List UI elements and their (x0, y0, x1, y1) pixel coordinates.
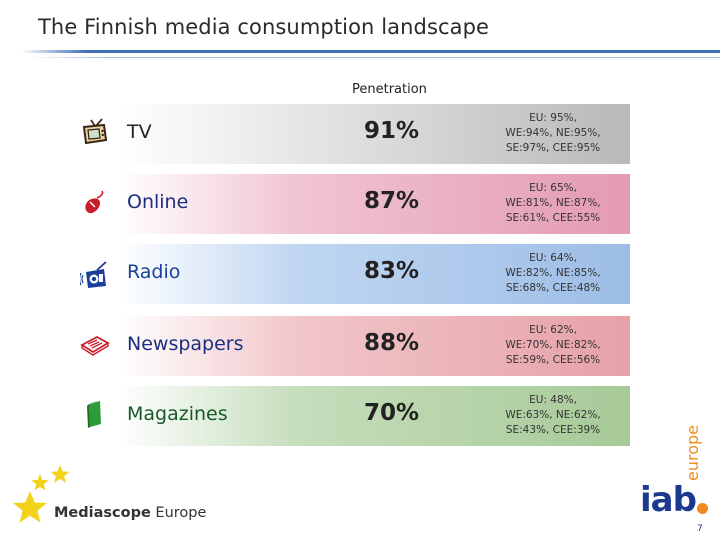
star-icon (13, 491, 47, 523)
regional-breakdown: EU: 64%, WE:82%, NE:85%, SE:68%, CEE:48% (483, 251, 623, 296)
media-label: TV (127, 121, 152, 143)
breakdown-line: EU: 95%, (529, 112, 577, 124)
iab-wordmark: iab (640, 480, 697, 520)
newspaper-icon (80, 335, 110, 356)
magazine-icon (87, 401, 101, 428)
iab-dot-icon (697, 503, 708, 514)
computer-mouse-icon (85, 190, 104, 214)
penetration-column-header: Penetration (352, 82, 427, 97)
penetration-value: 83% (364, 258, 420, 284)
mediascope-stars-logo (13, 465, 70, 523)
breakdown-line: EU: 65%, (529, 182, 577, 194)
row-band (118, 244, 630, 304)
media-row-online: Online 87% EU: 65%, WE:81%, NE:87%, SE:6… (118, 174, 630, 234)
breakdown-line: SE:68%, CEE:48% (505, 282, 601, 294)
iab-europe-wordmark: europe (683, 425, 702, 481)
row-band (118, 174, 630, 234)
regional-breakdown: EU: 48%, WE:63%, NE:62%, SE:43%, CEE:39% (483, 393, 623, 438)
breakdown-line: SE:59%, CEE:56% (505, 354, 601, 366)
radio-icon (80, 261, 107, 288)
regional-breakdown: EU: 62%, WE:70%, NE:82%, SE:59%, CEE:56% (483, 323, 623, 368)
breakdown-line: WE:70%, NE:82%, (505, 339, 601, 351)
page-number: 7 (697, 524, 703, 534)
breakdown-line: WE:63%, NE:62%, (505, 409, 601, 421)
breakdown-line: WE:94%, NE:95%, (505, 127, 601, 139)
tv-icon (82, 118, 108, 145)
row-band (118, 316, 630, 376)
iab-europe-logo: iab europe (640, 425, 718, 526)
row-band (118, 386, 630, 446)
media-row-magazines: Magazines 70% EU: 48%, WE:63%, NE:62%, S… (118, 386, 630, 446)
media-row-newspapers: Newspapers 88% EU: 62%, WE:70%, NE:82%, … (118, 316, 630, 376)
breakdown-line: EU: 48%, (529, 394, 577, 406)
penetration-value: 88% (364, 330, 420, 356)
title-underline (0, 50, 720, 53)
star-icon (31, 474, 49, 491)
media-label: Radio (127, 261, 181, 283)
media-row-tv: TV 91% EU: 95%, WE:94%, NE:95%, SE:97%, … (118, 104, 630, 164)
media-row-radio: Radio 83% EU: 64%, WE:82%, NE:85%, SE:68… (118, 244, 630, 304)
star-icon (50, 465, 70, 483)
breakdown-line: SE:97%, CEE:95% (505, 142, 601, 154)
media-label: Online (127, 191, 189, 213)
breakdown-line: SE:61%, CEE:55% (505, 212, 601, 224)
page-title: The Finnish media consumption landscape (38, 15, 490, 39)
media-label: Newspapers (127, 333, 244, 355)
brand-bold: Mediascope (54, 505, 151, 521)
brand-regular: Europe (150, 505, 207, 521)
regional-breakdown: EU: 65%, WE:81%, NE:87%, SE:61%, CEE:55% (483, 181, 623, 226)
regional-breakdown: EU: 95%, WE:94%, NE:95%, SE:97%, CEE:95% (483, 111, 623, 156)
penetration-value: 87% (364, 188, 420, 214)
title-underline-thin (0, 57, 720, 58)
row-band (118, 104, 630, 164)
breakdown-line: WE:81%, NE:87%, (505, 197, 601, 209)
breakdown-line: SE:43%, CEE:39% (505, 424, 601, 436)
media-label: Magazines (127, 403, 228, 425)
breakdown-line: EU: 62%, (529, 324, 577, 336)
breakdown-line: EU: 64%, (529, 252, 577, 264)
penetration-value: 70% (364, 400, 420, 426)
penetration-value: 91% (364, 118, 420, 144)
mediascope-europe-wordmark: Mediascope Europe (54, 505, 206, 521)
breakdown-line: WE:82%, NE:85%, (505, 267, 601, 279)
